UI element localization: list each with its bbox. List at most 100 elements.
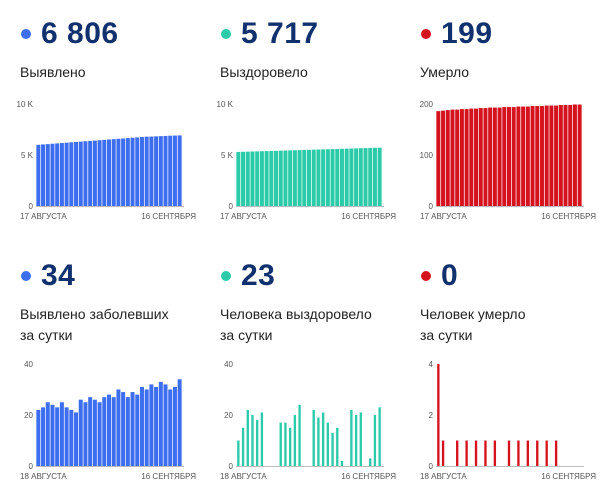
y-tick-label: 5 K (21, 151, 34, 160)
bar (172, 386, 177, 466)
bar (492, 107, 497, 206)
bar (116, 138, 121, 206)
bar (437, 364, 440, 466)
y-tick-label: 200 (420, 100, 434, 109)
bar (55, 407, 60, 466)
bar (111, 139, 116, 206)
bar (350, 409, 353, 466)
bar (107, 139, 111, 206)
y-tick-label: 0 (229, 462, 234, 471)
bar (441, 110, 446, 206)
bar (237, 440, 240, 466)
y-tick-label: 4 (429, 360, 434, 369)
bar (278, 150, 283, 206)
bar (102, 397, 107, 466)
bar (488, 107, 493, 206)
x-end-label: 16 СЕНТЯБРЯ (541, 212, 596, 221)
bar (59, 402, 64, 466)
bar (469, 108, 474, 206)
stat-value: 23 (241, 259, 276, 292)
bar (92, 140, 97, 206)
series-dot (21, 271, 31, 281)
bar (312, 409, 315, 466)
bar (517, 440, 520, 466)
y-tick-label: 10 K (17, 100, 34, 109)
bar (59, 143, 64, 206)
bar (483, 108, 488, 206)
stat-row: 34 (20, 258, 210, 294)
bar (245, 151, 250, 206)
bar (317, 417, 320, 466)
stat-label: Человек умерло (420, 306, 526, 322)
bar (102, 139, 107, 206)
bar (130, 392, 135, 466)
bar (373, 415, 377, 466)
bar (158, 136, 163, 206)
bar (354, 148, 359, 206)
bar (274, 150, 279, 206)
stat-row: 23 (220, 258, 410, 294)
bar (88, 397, 93, 466)
x-end-label: 16 СЕНТЯБРЯ (141, 472, 196, 481)
bar (358, 148, 363, 206)
bar (511, 107, 516, 206)
bar (177, 135, 182, 206)
stat-value: 5 717 (241, 17, 319, 50)
bar (549, 105, 554, 206)
bar (525, 106, 530, 206)
bar (241, 151, 246, 206)
stat-value: 34 (41, 259, 76, 292)
x-end-label: 16 СЕНТЯБРЯ (341, 212, 396, 221)
series-dot (221, 29, 231, 39)
bar (251, 415, 254, 466)
bar (465, 440, 468, 466)
bar (284, 422, 287, 466)
bar (292, 150, 297, 206)
bar (177, 379, 182, 466)
x-end-label: 16 СЕНТЯБРЯ (141, 212, 196, 221)
bar (139, 137, 144, 206)
bar (558, 105, 563, 206)
bar (83, 141, 88, 206)
stat-label: Человека выздоровело (220, 306, 372, 322)
panel-cases-total: 6 806 Выявлено 0 5 K 10 K 17 АВГУСТА 16 СЕНТ… (17, 16, 210, 221)
bar (256, 420, 259, 466)
bar (135, 137, 140, 206)
bar (293, 415, 297, 466)
bar (369, 458, 372, 466)
series-dot (421, 271, 431, 281)
bar (307, 149, 311, 206)
chart-recovered-total: 0 5 K 10 K 17 АВГУСТА 16 СЕНТЯБРЯ (217, 100, 397, 221)
bar (144, 389, 149, 466)
bar (149, 136, 154, 206)
bar (111, 397, 116, 466)
bar (478, 108, 483, 206)
bar (125, 138, 130, 206)
bar (554, 105, 559, 206)
bar (297, 150, 302, 206)
bar (168, 135, 173, 206)
bar (116, 389, 121, 466)
bar (474, 440, 478, 466)
panel-deaths-daily: 0 Человек умерло за сутки 0 2 4 18 АВГУСТА 1… (420, 258, 605, 481)
bar (325, 149, 330, 206)
bar (121, 138, 126, 206)
bar (521, 106, 526, 206)
bar (507, 440, 511, 466)
stat-row: 5 717 (220, 16, 410, 52)
bar (311, 149, 316, 206)
bar (283, 150, 288, 206)
bar (288, 427, 292, 466)
bar (260, 412, 264, 466)
stat-value: 0 (441, 259, 459, 292)
bar (326, 422, 330, 466)
bar (74, 412, 79, 466)
bar (121, 392, 126, 466)
bar (45, 402, 50, 466)
chart-deaths-daily: 0 2 4 18 АВГУСТА 16 СЕНТЯБРЯ (420, 360, 596, 481)
bar (545, 440, 548, 466)
x-end-label: 16 СЕНТЯБРЯ (341, 472, 396, 481)
bar (363, 148, 368, 206)
bar (445, 110, 450, 206)
bar (45, 144, 50, 206)
